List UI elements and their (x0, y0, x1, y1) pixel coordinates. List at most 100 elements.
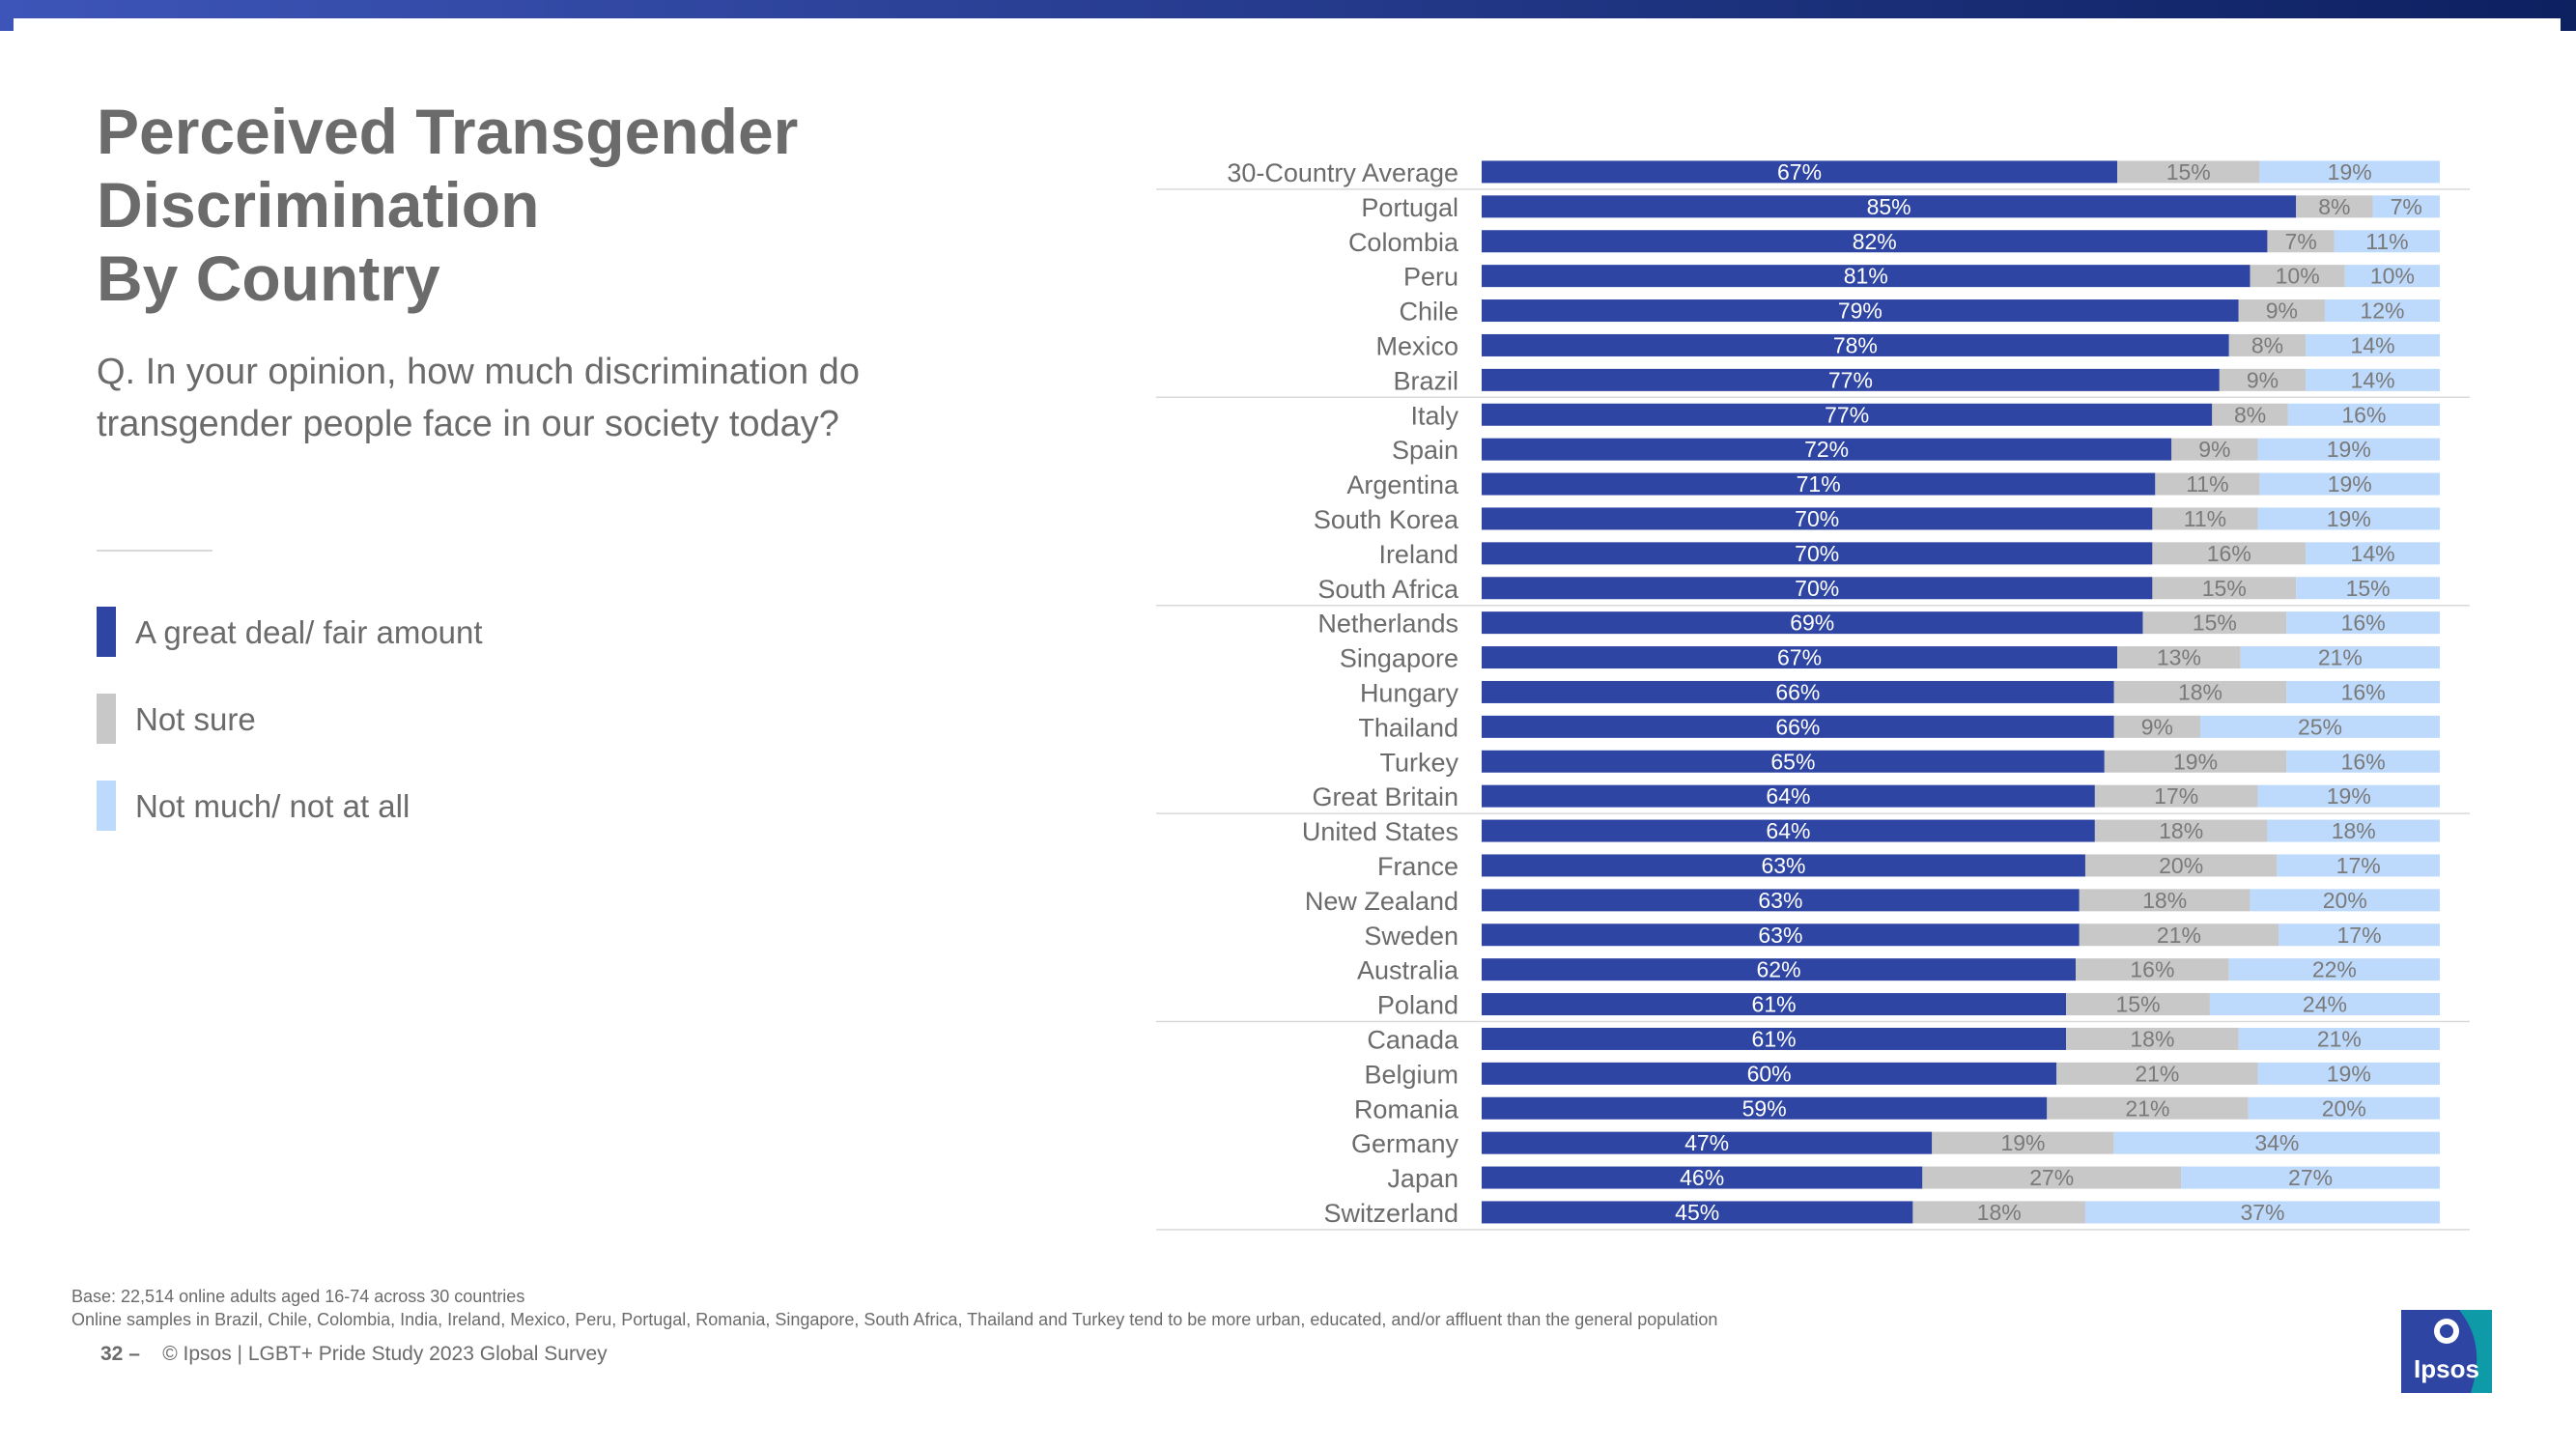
category-label-thailand: Thailand (1358, 713, 1458, 742)
data-label-italy-series-2: 16% (2341, 402, 2386, 427)
bar-hungary-series-0 (1482, 680, 2114, 703)
data-label-japan-series-2: 27% (2288, 1165, 2333, 1190)
bar-south-korea-series-2 (2257, 507, 2440, 530)
data-label-belgium-series-2: 19% (2327, 1061, 2371, 1086)
category-label-chile: Chile (1399, 298, 1458, 327)
data-label-argentina-series-1: 11% (2186, 471, 2228, 497)
data-label-united-states-series-0: 64% (1766, 818, 1810, 843)
bar-australia-series-1 (2076, 958, 2229, 981)
bar-hungary-series-2 (2286, 680, 2440, 703)
bar-ireland-series-0 (1482, 542, 2153, 565)
data-label-hungary-series-1: 18% (2178, 679, 2222, 704)
bar-mexico-series-2 (2306, 333, 2440, 356)
data-label-brazil-series-0: 77% (1828, 367, 1873, 392)
data-label-peru-series-2: 10% (2370, 264, 2415, 289)
bar-poland-series-1 (2066, 993, 2210, 1016)
bar-united-states-series-0 (1482, 819, 2095, 842)
bar-brazil-series-0 (1482, 368, 2220, 391)
bar-germany-series-2 (2113, 1131, 2440, 1154)
data-label-chile-series-2: 12% (2360, 298, 2404, 324)
data-label-colombia-series-0: 82% (1853, 229, 1897, 254)
bar-japan-series-2 (2181, 1166, 2440, 1189)
data-label-argentina-series-2: 19% (2328, 471, 2372, 497)
bar-switzerland-series-0 (1482, 1201, 1913, 1224)
data-label-south-africa-series-1: 15% (2202, 576, 2247, 601)
data-label-sweden-series-1: 21% (2157, 923, 2201, 948)
bar-belgium-series-0 (1482, 1062, 2057, 1085)
data-label-ireland-series-2: 14% (2351, 541, 2395, 566)
category-label-canada: Canada (1367, 1025, 1459, 1054)
bar-portugal-series-2 (2372, 195, 2440, 218)
bar-south-korea-series-0 (1482, 507, 2153, 530)
data-label-france-series-0: 63% (1761, 853, 1805, 878)
survey-question: Q. In your opinion, how much discriminat… (97, 352, 860, 444)
data-label-portugal-series-2: 7% (2391, 194, 2422, 219)
footnote-sample-note: Online samples in Brazil, Chile, Colombi… (71, 1310, 1718, 1329)
bar-chile-series-2 (2324, 299, 2440, 323)
bar-turkey-series-0 (1482, 750, 2105, 773)
data-label-australia-series-1: 16% (2130, 957, 2174, 982)
bar-italy-series-2 (2287, 403, 2440, 426)
bar-thailand-series-2 (2200, 715, 2440, 738)
legend-item-not-much: Not much/ not at all (97, 781, 676, 831)
bar-sweden-series-1 (2079, 923, 2279, 947)
bar-south-africa-series-2 (2296, 577, 2440, 600)
bar-portugal-series-1 (2296, 195, 2373, 218)
data-label-belgium-series-0: 60% (1747, 1061, 1792, 1086)
data-label-belgium-series-1: 21% (2135, 1061, 2179, 1086)
data-label-portugal-series-0: 85% (1867, 194, 1911, 219)
category-label-singapore: Singapore (1340, 644, 1458, 673)
bar-turkey-series-1 (2104, 750, 2287, 773)
bar-mexico-series-0 (1482, 333, 2229, 356)
bar-hungary-series-1 (2113, 680, 2287, 703)
data-label-germany-series-0: 47% (1684, 1130, 1729, 1155)
data-label-colombia-series-1: 7% (2285, 229, 2317, 254)
data-label-netherlands-series-1: 15% (2193, 611, 2237, 636)
bar-chile-series-0 (1482, 299, 2239, 323)
data-label-chile-series-1: 9% (2266, 298, 2298, 324)
legend-label-not-sure: Not sure (135, 701, 256, 737)
bar-poland-series-2 (2209, 993, 2440, 1016)
bar-switzerland-series-2 (2084, 1201, 2440, 1224)
bar-colombia-series-0 (1482, 230, 2268, 253)
data-label-singapore-series-1: 13% (2157, 645, 2201, 670)
bar-france-series-1 (2084, 854, 2278, 877)
category-label-argentina: Argentina (1346, 470, 1459, 499)
data-label-south-korea-series-2: 19% (2327, 506, 2371, 531)
bar-30-country-average-series-2 (2259, 160, 2440, 184)
data-label-japan-series-0: 46% (1680, 1165, 1724, 1190)
bar-new-zealand-series-1 (2079, 889, 2250, 912)
bar-romania-series-0 (1482, 1096, 2048, 1120)
data-label-brazil-series-1: 9% (2247, 367, 2279, 392)
category-label-poland: Poland (1377, 991, 1458, 1020)
stacked-bar-chart: 30-Country Average 67% 15% 19% Portugal 85% 8%… (1156, 158, 2470, 1231)
bar-turkey-series-2 (2286, 750, 2440, 773)
category-label-south-korea: South Korea (1314, 505, 1459, 534)
data-label-romania-series-1: 21% (2125, 1095, 2169, 1121)
bar-poland-series-0 (1482, 993, 2067, 1016)
data-label-south-korea-series-0: 70% (1795, 506, 1839, 531)
bar-singapore-series-2 (2240, 646, 2440, 669)
page-footer: 32 – © Ipsos | LGBT+ Pride Study 2023 Gl… (100, 1343, 608, 1366)
category-label-turkey: Turkey (1379, 748, 1458, 777)
category-label-italy: Italy (1410, 401, 1458, 430)
bar-france-series-2 (2277, 854, 2440, 877)
top-banner (0, 0, 2576, 31)
bar-romania-series-1 (2047, 1096, 2249, 1120)
category-label-australia: Australia (1357, 956, 1459, 985)
data-label-switzerland-series-1: 18% (1977, 1200, 2022, 1225)
bar-canada-series-0 (1482, 1027, 2067, 1050)
bar-italy-series-1 (2212, 403, 2288, 426)
data-label-portugal-series-1: 8% (2318, 194, 2350, 219)
bar-germany-series-1 (1932, 1131, 2114, 1154)
data-label-sweden-series-0: 63% (1758, 923, 1802, 948)
data-label-netherlands-series-2: 16% (2341, 611, 2386, 636)
bar-30-country-average-series-1 (2117, 160, 2260, 184)
divider (97, 550, 212, 552)
ipsos-logo: Ipsos (2401, 1310, 2492, 1393)
bar-south-korea-series-1 (2152, 507, 2258, 530)
bar-mexico-series-1 (2228, 333, 2307, 356)
bar-portugal-series-0 (1482, 195, 2297, 218)
bar-brazil-series-2 (2306, 368, 2440, 391)
data-label-chile-series-0: 79% (1838, 298, 1882, 324)
